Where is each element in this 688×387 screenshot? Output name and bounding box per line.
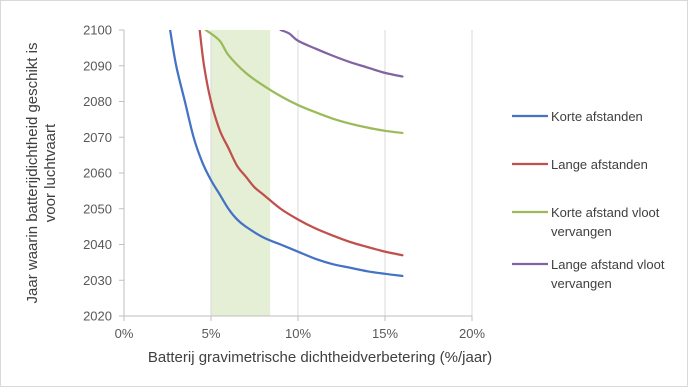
y-tick-label-4: 2060 [83,166,112,181]
legend-label-3-line2: vervangen [551,224,612,239]
y-axis-title-line1: Jaar waarin batterijdichtheid geschikt i… [24,43,41,304]
legend-label-4-line2: vervangen [551,276,612,291]
y-axis-title-line2: voor luchtvaart [42,123,59,222]
legend-label-4-line1: Lange afstand vloot [551,257,665,272]
y-tick-label-3: 2050 [83,201,112,216]
y-tick-label-2: 2040 [83,237,112,252]
x-tick-label-1: 5% [202,326,221,341]
x-tick-label-4: 20% [459,326,485,341]
series-line-1 [168,30,404,278]
series-line-4 [279,30,404,78]
y-tick-label-6: 2080 [83,94,112,109]
legend-label-1-line1: Korte afstanden [551,109,643,124]
y-tick-label-8: 2100 [83,23,112,38]
legend-label-2-line1: Lange afstanden [551,157,648,172]
series-line-3 [204,30,404,135]
x-axis-title: Batterij gravimetrische dichtheidverbete… [148,349,492,366]
y-tick-label-0: 2020 [83,309,112,324]
legend-label-3-line1: Korte afstand vloot [551,205,660,220]
series-line-2 [198,30,404,257]
y-tick-label-1: 2030 [83,273,112,288]
x-tick-label-0: 0% [115,326,134,341]
highlight-band [211,30,271,316]
y-tick-label-7: 2090 [83,58,112,73]
x-tick-label-2: 10% [285,326,311,341]
y-tick-label-5: 2070 [83,130,112,145]
x-tick-label-3: 15% [372,326,398,341]
